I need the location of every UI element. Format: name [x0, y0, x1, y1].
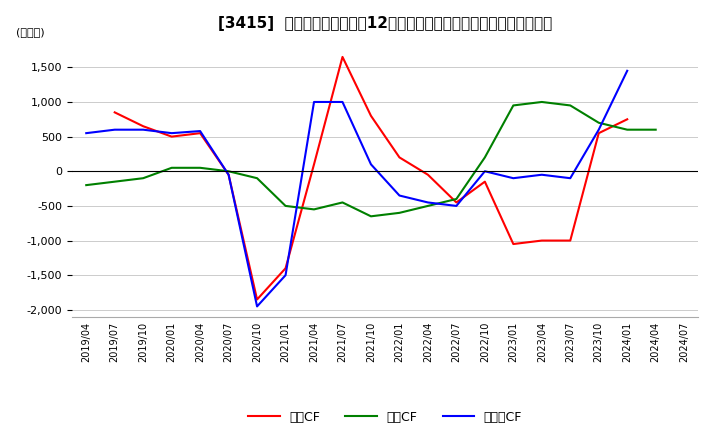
投資CF	[423, 203, 432, 209]
営業CF	[423, 172, 432, 177]
フリーCF	[423, 200, 432, 205]
フリーCF	[395, 193, 404, 198]
投資CF	[623, 127, 631, 132]
営業CF	[338, 54, 347, 59]
フリーCF	[595, 127, 603, 132]
Text: (百万円): (百万円)	[16, 27, 44, 37]
営業CF	[509, 242, 518, 247]
フリーCF	[196, 128, 204, 134]
フリーCF	[139, 127, 148, 132]
フリーCF	[110, 127, 119, 132]
投資CF	[139, 176, 148, 181]
フリーCF	[310, 99, 318, 105]
フリーCF	[338, 99, 347, 105]
営業CF	[595, 131, 603, 136]
フリーCF	[82, 131, 91, 136]
投資CF	[225, 169, 233, 174]
投資CF	[110, 179, 119, 184]
Line: 投資CF: 投資CF	[86, 102, 656, 216]
営業CF	[310, 161, 318, 167]
フリーCF	[537, 172, 546, 177]
投資CF	[82, 183, 91, 188]
営業CF	[566, 238, 575, 243]
投資CF	[253, 176, 261, 181]
フリーCF	[480, 169, 489, 174]
投資CF	[509, 103, 518, 108]
営業CF	[452, 200, 461, 205]
フリーCF	[167, 131, 176, 136]
フリーCF	[282, 272, 290, 278]
投資CF	[595, 120, 603, 125]
投資CF	[338, 200, 347, 205]
投資CF	[282, 203, 290, 209]
営業CF	[537, 238, 546, 243]
フリーCF	[253, 304, 261, 309]
投資CF	[480, 155, 489, 160]
フリーCF	[366, 161, 375, 167]
フリーCF	[623, 68, 631, 73]
Legend: 営業CF, 投資CF, フリーCF: 営業CF, 投資CF, フリーCF	[243, 406, 527, 429]
投資CF	[366, 214, 375, 219]
投資CF	[566, 103, 575, 108]
投資CF	[537, 99, 546, 105]
フリーCF	[225, 172, 233, 177]
営業CF	[167, 134, 176, 139]
投資CF	[452, 196, 461, 202]
営業CF	[282, 266, 290, 271]
投資CF	[196, 165, 204, 170]
営業CF	[139, 124, 148, 129]
フリーCF	[509, 176, 518, 181]
フリーCF	[566, 176, 575, 181]
営業CF	[110, 110, 119, 115]
投資CF	[652, 127, 660, 132]
営業CF	[366, 113, 375, 118]
Line: フリーCF: フリーCF	[86, 71, 627, 306]
Line: 営業CF: 営業CF	[114, 57, 627, 300]
フリーCF	[452, 203, 461, 209]
Title: [3415]  キャッシュフローの12か月移動合計の対前年同期増減額の推移: [3415] キャッシュフローの12か月移動合計の対前年同期増減額の推移	[218, 16, 552, 32]
投資CF	[310, 207, 318, 212]
営業CF	[225, 172, 233, 177]
営業CF	[395, 155, 404, 160]
営業CF	[253, 297, 261, 302]
投資CF	[167, 165, 176, 170]
営業CF	[196, 131, 204, 136]
営業CF	[480, 179, 489, 184]
投資CF	[395, 210, 404, 216]
営業CF	[623, 117, 631, 122]
